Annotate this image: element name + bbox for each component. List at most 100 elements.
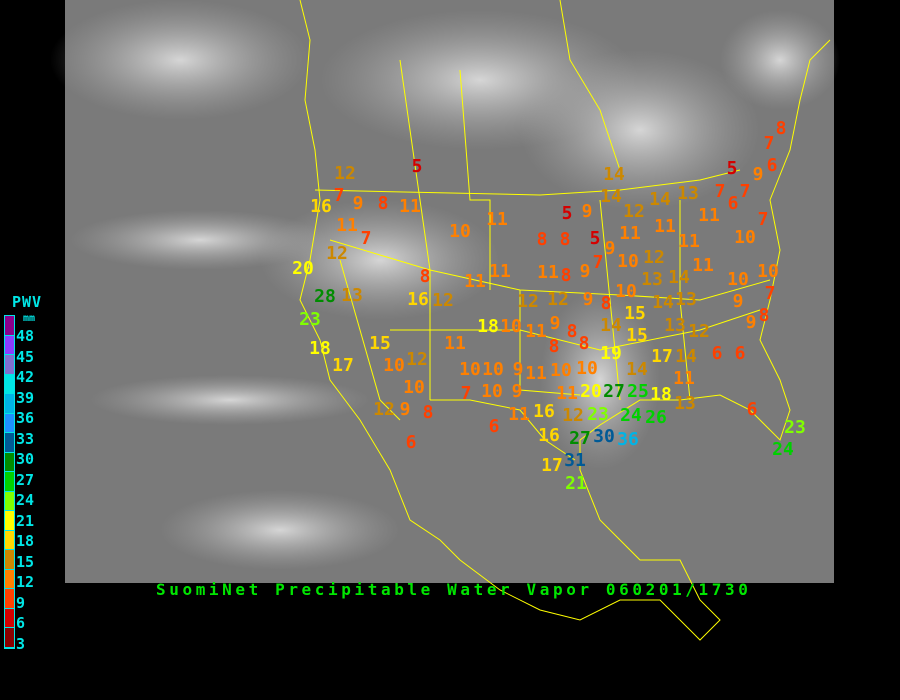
station-value: 6: [747, 399, 758, 420]
legend-color-bar: [4, 315, 15, 649]
station-value: 9: [582, 201, 593, 222]
station-value: 24: [620, 405, 642, 426]
station-value: 14: [626, 359, 648, 380]
station-value: 10: [617, 251, 639, 272]
station-value: 14: [668, 267, 690, 288]
station-value: 11: [537, 262, 559, 283]
station-value: 11: [698, 205, 720, 226]
station-value: 7: [765, 283, 776, 304]
station-value: 8: [601, 293, 612, 314]
station-value: 7: [764, 133, 775, 154]
legend-swatch: [5, 316, 14, 336]
station-value: 17: [541, 455, 563, 476]
station-value: 11: [692, 255, 714, 276]
legend-label: 9: [16, 593, 26, 612]
station-value: 12: [623, 201, 645, 222]
station-value: 6: [767, 155, 778, 176]
station-value: 8: [759, 305, 770, 326]
station-value: 11: [654, 216, 676, 237]
station-value: 30: [593, 426, 615, 447]
station-value: 27: [569, 428, 591, 449]
station-value: 15: [626, 325, 648, 346]
legend-swatch: [5, 628, 14, 648]
station-value: 11: [486, 209, 508, 230]
station-value: 9: [746, 312, 757, 333]
legend-swatch: [5, 491, 14, 511]
legend-swatch: [5, 413, 14, 433]
legend-swatch: [5, 335, 14, 355]
station-value: 10: [576, 358, 598, 379]
station-value: 19: [600, 343, 622, 364]
station-value: 9: [512, 381, 523, 402]
station-value: 28: [314, 286, 336, 307]
station-value: 8: [420, 266, 431, 287]
station-value: 11: [525, 363, 547, 384]
station-value: 12: [547, 289, 569, 310]
station-value: 13: [675, 289, 697, 310]
legend-label: 24: [16, 491, 35, 509]
station-value: 8: [776, 118, 787, 139]
station-value: 12: [406, 349, 428, 370]
station-value: 10: [550, 360, 572, 381]
station-value: 18: [309, 338, 331, 359]
legend-swatch: [5, 550, 14, 570]
station-value: 10: [615, 281, 637, 302]
legend-swatch: [5, 472, 14, 492]
station-value: 14: [603, 164, 625, 185]
station-value: 17: [651, 346, 673, 367]
legend-labels: 48 45 42 39 36 33 30 27 24 21 18 15 12 9 6 3: [16, 328, 34, 656]
station-value: 24: [772, 439, 794, 460]
station-value: 14: [600, 186, 622, 207]
station-value: 14: [652, 292, 674, 313]
station-value: 11: [464, 271, 486, 292]
station-value: 23: [299, 309, 321, 330]
station-value: 10: [403, 377, 425, 398]
station-value: 7: [593, 252, 604, 273]
station-value: 23: [784, 417, 806, 438]
station-value: 14: [649, 189, 671, 210]
station-value: 10: [459, 359, 481, 380]
station-value: 8: [567, 321, 578, 342]
station-value: 13: [664, 315, 686, 336]
station-value: 11: [444, 333, 466, 354]
station-value: 6: [712, 343, 723, 364]
station-value: 6: [735, 343, 746, 364]
station-value: 18: [477, 316, 499, 337]
station-value: 13: [677, 183, 699, 204]
station-value: 7: [461, 383, 472, 404]
station-value: 10: [757, 261, 779, 282]
station-value: 11: [525, 321, 547, 342]
station-value: 31: [564, 450, 586, 471]
station-value: 7: [361, 228, 372, 249]
station-value: 20: [580, 381, 602, 402]
station-value: 11: [399, 196, 421, 217]
legend-swatch: [5, 569, 14, 589]
station-value: 12: [643, 247, 665, 268]
station-value: 9: [583, 289, 594, 310]
station-value: 6: [728, 193, 739, 214]
station-value: 7: [715, 181, 726, 202]
station-value: 10: [481, 381, 503, 402]
station-value: 12: [517, 291, 539, 312]
station-value: 9: [605, 238, 616, 259]
station-value: 8: [537, 229, 548, 250]
station-value: 17: [332, 355, 354, 376]
legend-label: 39: [16, 388, 35, 407]
station-value: 11: [336, 215, 358, 236]
station-value: 13: [641, 269, 663, 290]
legend-swatch: [5, 355, 14, 375]
station-value: 20: [292, 258, 314, 279]
station-value: 16: [538, 425, 560, 446]
station-value: 23: [587, 404, 609, 425]
legend-label: 12: [16, 573, 35, 591]
legend-label: 15: [16, 552, 35, 571]
station-value: 16: [310, 196, 332, 217]
station-value: 7: [740, 181, 751, 202]
station-value: 6: [406, 432, 417, 453]
station-value: 11: [619, 223, 641, 244]
station-value: 21: [565, 473, 587, 494]
station-value: 14: [675, 346, 697, 367]
legend-swatch: [5, 394, 14, 414]
station-value: 5: [590, 228, 601, 249]
